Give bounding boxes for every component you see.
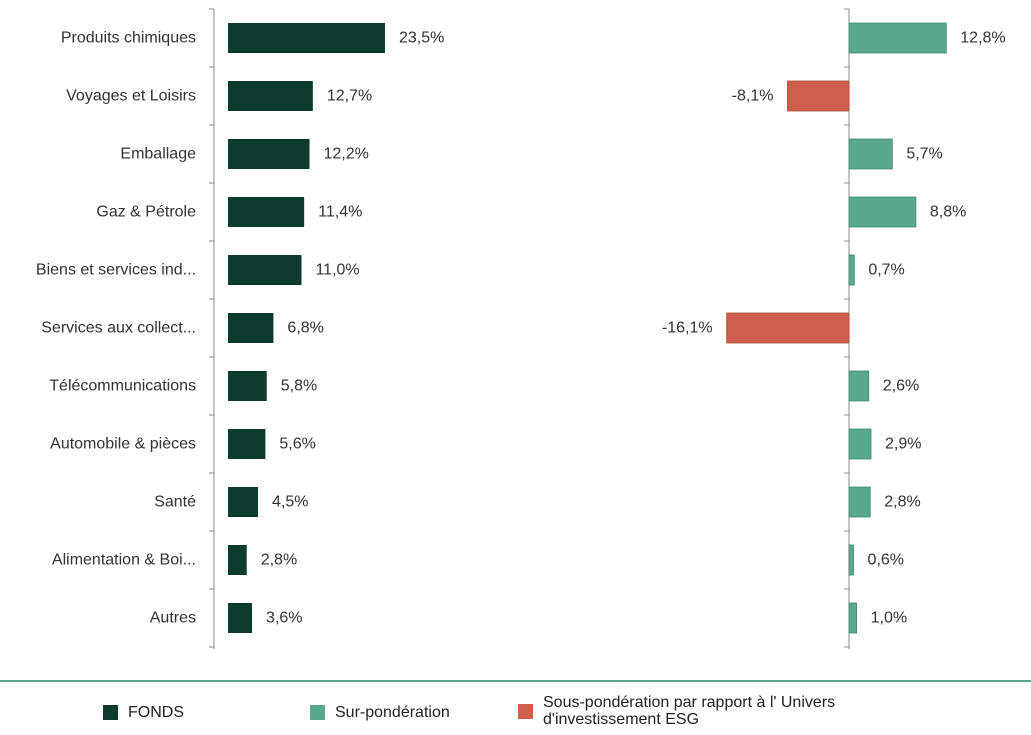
category-label: Voyages et Loisirs xyxy=(66,88,196,105)
legend-swatch-fonds xyxy=(103,705,118,720)
bar-sur-ponderation xyxy=(848,370,870,402)
category-label: Alimentation & Boi... xyxy=(52,552,196,569)
category-label: Emballage xyxy=(120,146,196,163)
data-label-sur-ponderation: 1,0% xyxy=(871,610,907,627)
category-label: Biens et services ind... xyxy=(36,262,196,279)
bar-fonds xyxy=(228,487,259,517)
category-label: Automobile & pièces xyxy=(50,436,196,453)
bar-fonds xyxy=(228,139,310,169)
bar-sur-ponderation xyxy=(848,486,871,518)
data-label-sur-ponderation: 8,8% xyxy=(930,204,966,221)
category-label: Santé xyxy=(154,494,196,511)
data-label-fonds: 4,5% xyxy=(272,494,308,511)
data-label-sur-ponderation: 5,7% xyxy=(906,146,942,163)
data-label-fonds: 11,0% xyxy=(315,262,359,279)
data-label-sur-ponderation: 12,8% xyxy=(960,30,1005,47)
data-label-fonds: 11,4% xyxy=(318,204,362,221)
category-label: Télécommunications xyxy=(49,378,196,395)
bar-fonds xyxy=(228,371,267,401)
legend-label-fonds: FONDS xyxy=(128,704,184,721)
bar-sous-ponderation xyxy=(726,312,850,344)
bar-fonds xyxy=(228,313,274,343)
bar-sur-ponderation xyxy=(848,544,854,576)
bar-fonds xyxy=(228,81,313,111)
legend-item-sur-ponderation: Sur-pondération xyxy=(310,704,450,721)
data-label-fonds: 5,6% xyxy=(279,436,315,453)
category-label: Gaz & Pétrole xyxy=(96,204,196,221)
bar-sur-ponderation xyxy=(848,254,855,286)
data-label-fonds: 6,8% xyxy=(287,320,323,337)
data-label-sur-ponderation: 2,8% xyxy=(884,494,920,511)
legend: FONDS Sur-pondération Sous-pondération p… xyxy=(0,680,1031,735)
bar-sur-ponderation xyxy=(848,196,917,228)
category-label: Produits chimiques xyxy=(61,30,196,47)
bar-fonds xyxy=(228,197,305,227)
data-label-sur-ponderation: 2,9% xyxy=(885,436,921,453)
data-label-sous-ponderation: -8,1% xyxy=(732,88,774,105)
bar-fonds xyxy=(228,255,302,285)
category-label: Services aux collect... xyxy=(41,320,196,337)
bar-sur-ponderation xyxy=(848,138,893,170)
bar-fonds xyxy=(228,429,266,459)
data-label-sous-ponderation: -16,1% xyxy=(662,320,713,337)
chart: Produits chimiques 23,5% 12,8% Voyages et L… xyxy=(36,8,1006,649)
data-label-fonds: 12,2% xyxy=(323,146,368,163)
data-label-fonds: 23,5% xyxy=(399,30,444,47)
bar-fonds xyxy=(228,603,253,633)
legend-swatch-sur-ponderation xyxy=(310,705,325,720)
data-label-sur-ponderation: 0,7% xyxy=(868,262,904,279)
data-label-sur-ponderation: 0,6% xyxy=(868,552,904,569)
data-label-fonds: 12,7% xyxy=(327,88,372,105)
category-label: Autres xyxy=(150,610,196,627)
bar-sur-ponderation xyxy=(848,428,872,460)
legend-item-sous-ponderation: Sous-pondération par rapport à l' Univer… xyxy=(518,694,835,728)
legend-label-sur-ponderation: Sur-pondération xyxy=(335,704,450,721)
bar-sur-ponderation xyxy=(848,602,857,634)
data-label-sur-ponderation: 2,6% xyxy=(883,378,919,395)
bar-fonds xyxy=(228,23,385,53)
legend-label-sous-ponderation: Sous-pondération par rapport à l' Univer… xyxy=(543,694,836,728)
bar-fonds xyxy=(228,545,247,575)
bar-sur-ponderation xyxy=(848,22,947,54)
legend-swatch-sous-ponderation xyxy=(518,703,533,719)
bar-sous-ponderation xyxy=(787,80,850,112)
data-label-fonds: 2,8% xyxy=(261,552,297,569)
data-label-fonds: 3,6% xyxy=(266,610,302,627)
data-label-fonds: 5,8% xyxy=(281,378,317,395)
legend-item-fonds: FONDS xyxy=(103,704,184,721)
